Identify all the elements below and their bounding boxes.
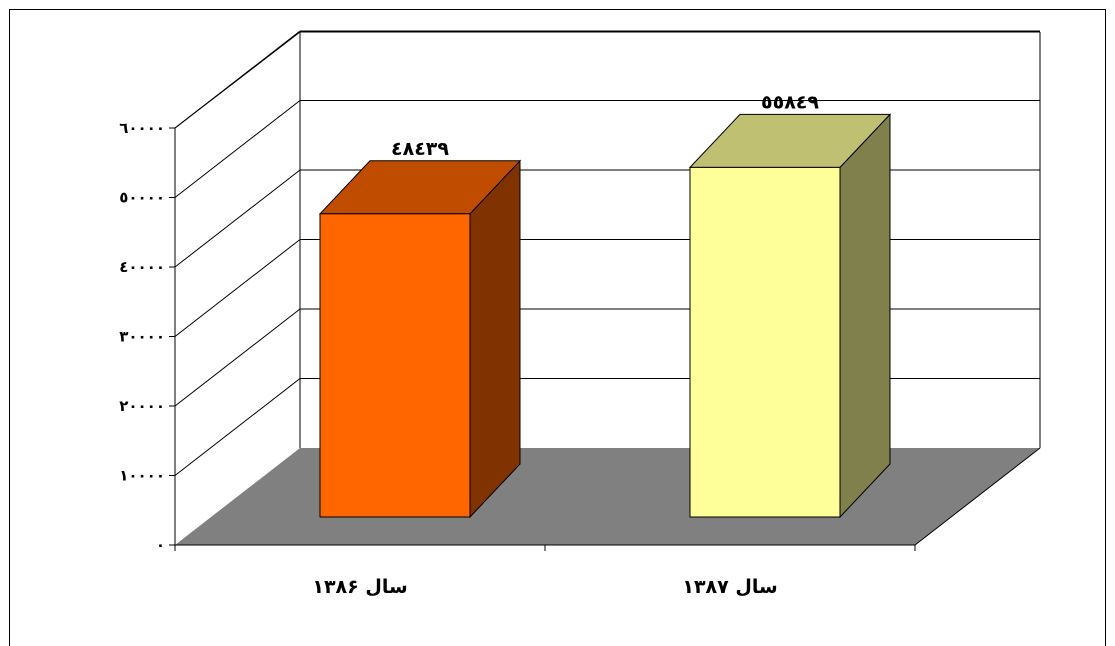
bar-side-face [469,159,521,519]
gridline-left-wall [174,30,301,129]
bar-side-face [839,113,891,519]
bar-front-face [319,213,471,518]
bar-1: ٤٨٤٣٩ [318,138,522,519]
bar-value-label: ٥٥٨٤٩ [761,91,819,113]
y-tick-label: ٤٠٠٠٠ [119,258,165,276]
x-axis-ticks: سال ۱۳۸۶ سال ۱۳۸۷ [174,545,916,598]
gridline-left-wall [174,100,301,198]
y-tick-label: ٠ [156,536,165,554]
y-tick-label: ١٠٠٠٠ [119,467,165,485]
floor-right-edge [914,447,1041,546]
y-tick-label: ٢٠٠٠٠ [119,397,165,415]
bar-value-label: ٤٨٤٣٩ [391,138,449,160]
bars: ٤٨٤٣٩ ٥٥٨٤٩ [318,91,892,519]
x-category-label: سال ۱۳۸۷ [682,576,777,598]
y-tick-label: ٥٠٠٠٠ [119,189,165,207]
bar-front-face [689,166,841,518]
chart-walls [174,31,1041,546]
x-category-label: سال ۱۳۸۶ [312,576,407,598]
gridline-left-wall [174,169,301,268]
chart-frame [9,9,1106,646]
chart-floor [175,448,1040,545]
gridline-left-wall [174,308,301,407]
y-tick-label: ٣٠٠٠٠ [119,328,165,346]
y-tick-label: ٦٠٠٠٠ [119,119,165,137]
y-axis-ticks: ٠ ١٠٠٠٠ ٢٠٠٠٠ ٣٠٠٠٠ ٤٠٠٠٠ ٥٠٠٠٠ ٦٠٠٠٠ [119,119,175,554]
gridline-left-wall [174,378,301,476]
bar-2: ٥٥٨٤٩ [688,91,892,519]
gridlines [174,30,1040,476]
gridline-left-wall [174,239,301,337]
